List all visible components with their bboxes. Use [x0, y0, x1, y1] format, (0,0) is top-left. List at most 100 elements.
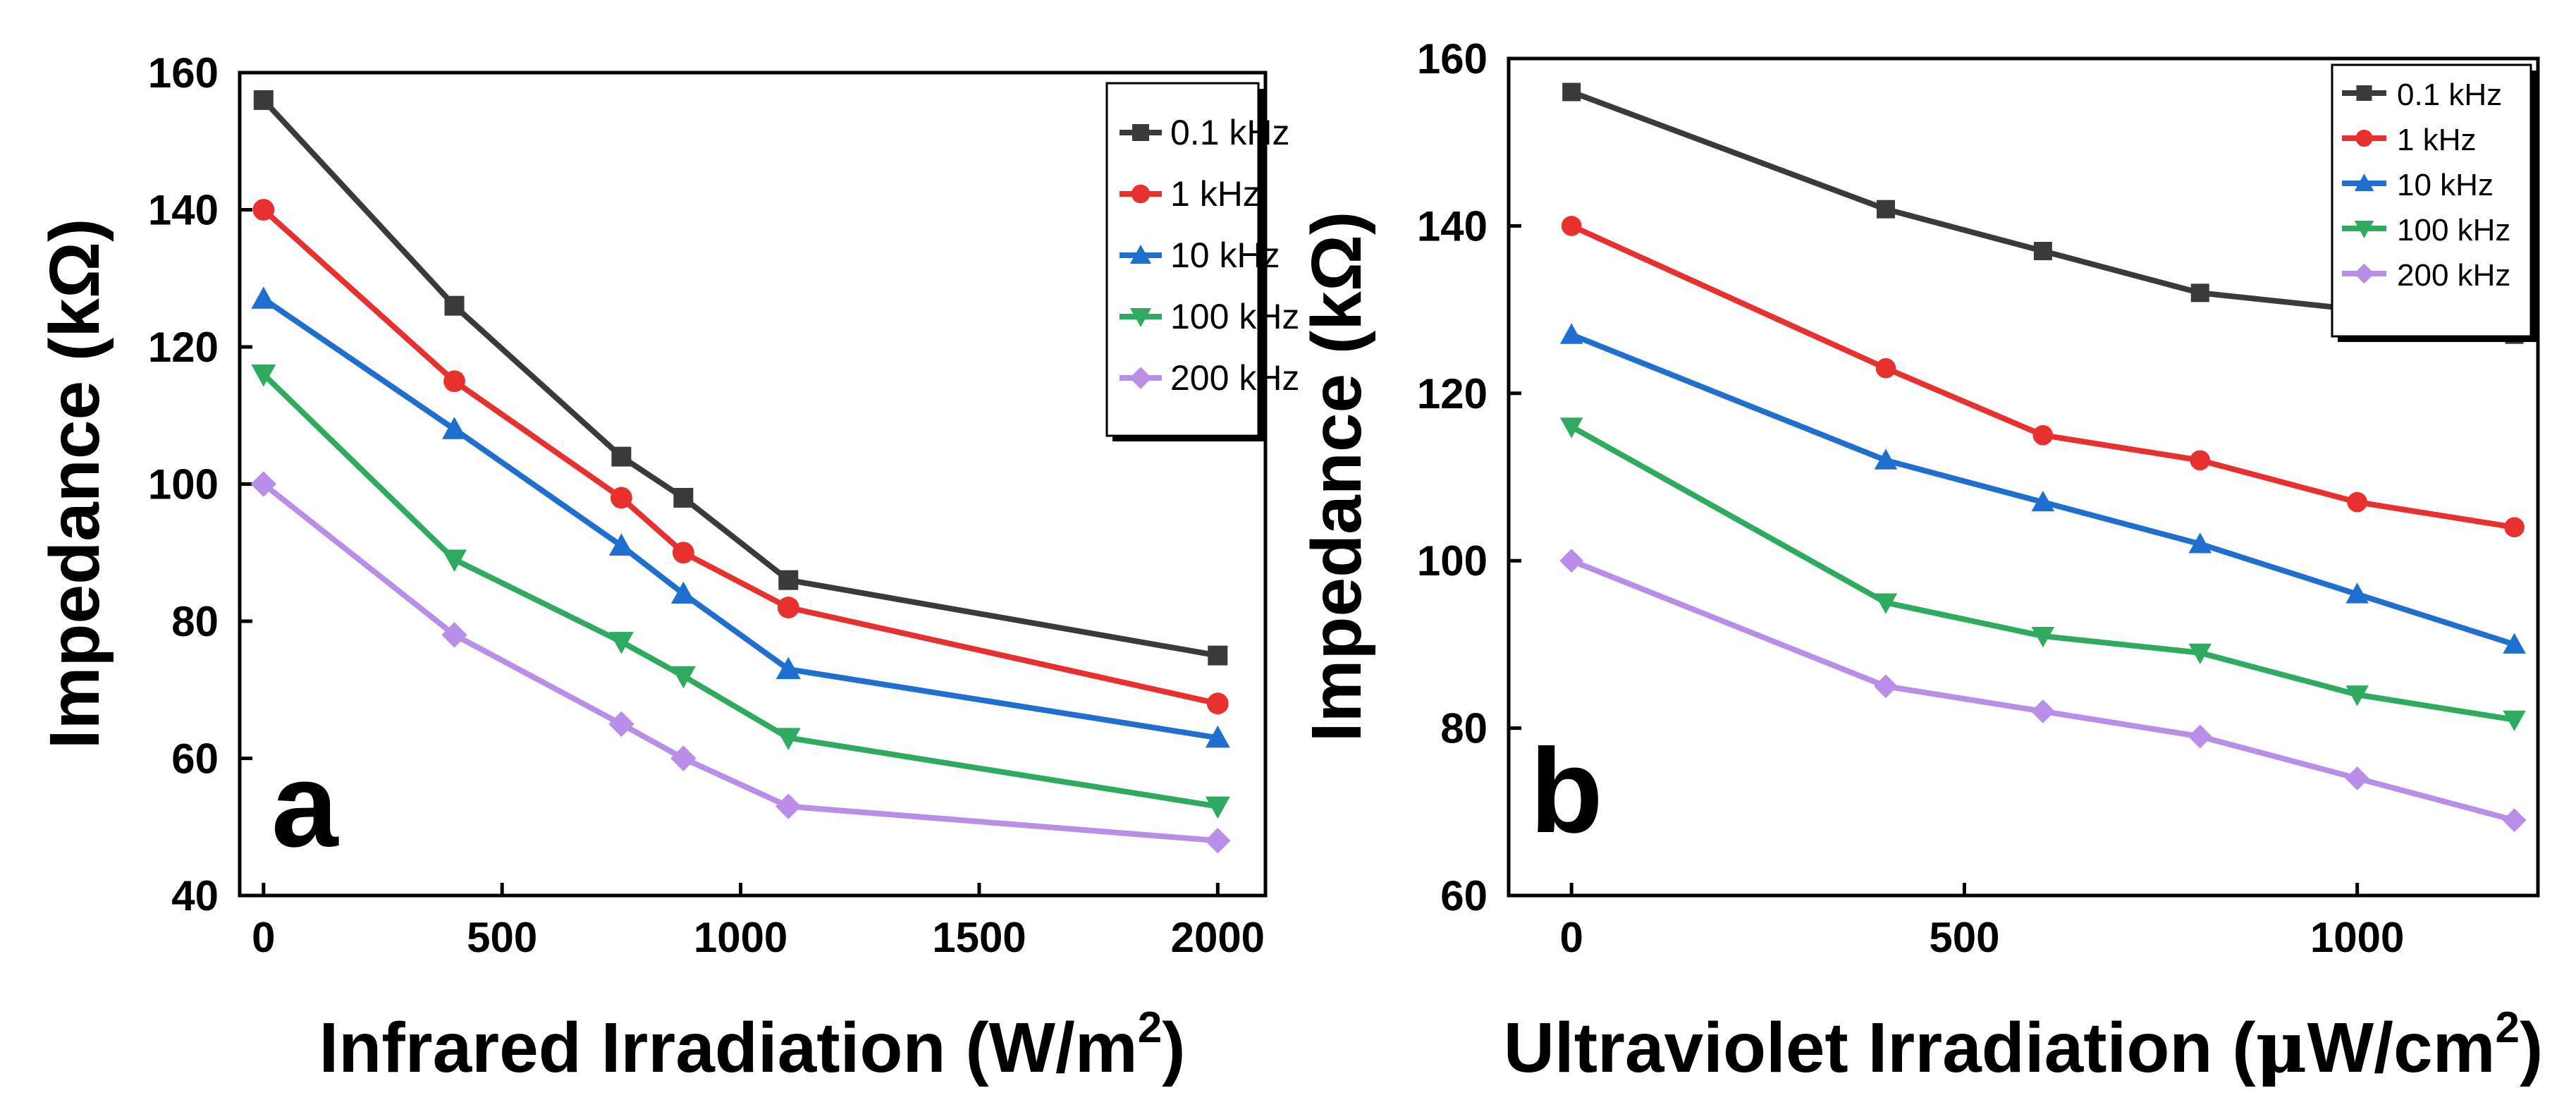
panel-a-data-point-0-1-khz — [778, 570, 799, 590]
panel-a-x-tick-label: 1500 — [932, 914, 1026, 961]
panel-a-data-point-100-khz — [442, 549, 467, 572]
panel-b-axes-frame — [1507, 56, 2540, 898]
panel-a-series-line-200-khz — [262, 482, 1218, 844]
panel-a-data-point-0-1-khz — [1208, 645, 1228, 666]
panel-b-x-tick-label: 1000 — [2310, 914, 2404, 961]
panel-a-y-tick-label: 80 — [171, 598, 219, 645]
panel-b-x-tick-label: 0 — [1559, 914, 1583, 961]
panel-b-data-point-1-khz — [2190, 450, 2211, 471]
panel-a-y-tick-label: 60 — [171, 735, 219, 783]
panel-a-data-point-1-khz — [443, 370, 465, 393]
panel-a-axes-frame — [238, 71, 1268, 898]
panel-b-x-axis-title-sup: 2 — [2495, 1003, 2519, 1052]
panel-b-data-point-1-khz — [1875, 358, 1896, 379]
panel-b-x-axis-title-mid: W/cm — [2307, 1008, 2496, 1087]
panel-a-legend-marker-200-khz — [1129, 367, 1152, 389]
panel-a-x-axis-title-sup: 2 — [1138, 1003, 1162, 1052]
panel-a-data-point-200-khz — [250, 471, 277, 497]
panel-b-legend-marker-1-khz — [2355, 129, 2373, 147]
panel-b-legend-label-0-1-khz: 0.1 kHz — [2397, 78, 2502, 112]
panel-b-legend-marker-10-khz — [2354, 173, 2374, 191]
panel-b-data-point-1-khz — [2347, 491, 2367, 513]
panel-b-data-point-100-khz — [2345, 685, 2369, 707]
panel-b-data-point-1-khz — [1561, 216, 1582, 236]
panel-b-data-point-200-khz — [2188, 724, 2212, 749]
panel-a-data-point-100-khz — [608, 632, 634, 654]
panel-b-y-tick-label: 80 — [1440, 705, 1488, 752]
panel-a-x-tick-label: 1000 — [694, 914, 787, 961]
panel-a-data-point-1-khz — [252, 199, 275, 221]
panel-a-legend-label-0-1-khz: 0.1 kHz — [1170, 113, 1290, 152]
panel-b-data-point-10-khz — [2188, 532, 2212, 554]
panel-a-data-point-200-khz — [441, 622, 467, 648]
panel-a-data-point-100-khz — [1205, 796, 1230, 819]
panel-a-y-tick-label: 160 — [148, 49, 219, 97]
panel-a-data-point-200-khz — [1205, 828, 1231, 854]
panel-a-y-tick-label: 120 — [148, 324, 219, 371]
panel-a-series-line-10-khz — [262, 296, 1218, 741]
panel-b-legend-marker-200-khz — [2354, 263, 2374, 284]
panel-b-data-point-100-khz — [2503, 710, 2526, 731]
panel-b-legend-label-200-khz: 200 kHz — [2397, 258, 2510, 293]
panel-b-x-axis-title: Ultraviolet Irradiation (μW/cm2) — [1504, 1003, 2544, 1089]
panel-b-data-point-1-khz — [2504, 517, 2525, 538]
panel-b-data-point-200-khz — [2502, 808, 2527, 833]
panel-a-ticks: 0 500 1000 1500 2000 40 60 80 100 120 140 160 — [148, 49, 1265, 961]
panel-a-legend-label-10-khz: 10 kHz — [1170, 236, 1280, 275]
panel-a-legend-label-100-khz: 100 kHz — [1170, 297, 1299, 336]
panel-b-series-line-10-khz — [1570, 331, 2515, 647]
panel-b-data-point-10-khz — [2031, 490, 2055, 512]
panel-a-data-point-10-khz — [1205, 725, 1230, 748]
panel-b-x-tick-label: 500 — [1929, 914, 1999, 961]
panel-b-y-tick-label: 140 — [1417, 202, 1488, 250]
panel-a-chart: 0 500 1000 1500 2000 40 60 80 100 120 140 160 0.1 k… — [35, 49, 1299, 1087]
panel-b-legend: 0.1 kHz 1 kHz 10 kHz 100 kHz 200 kHz — [2331, 63, 2537, 342]
panel-b-data-point-200-khz — [1874, 674, 1898, 699]
panel-b-legend-marker-0-1-khz — [2356, 85, 2372, 101]
panel-b-data-point-10-khz — [1559, 323, 1583, 344]
panel-a-series-line-1-khz — [262, 207, 1219, 707]
panel-b-x-axis-title-end: ) — [2520, 1008, 2543, 1087]
panel-a-data-point-100-khz — [775, 728, 801, 750]
panel-b-data-point-100-khz — [2188, 643, 2212, 665]
panel-a-data-point-200-khz — [775, 793, 802, 819]
panel-a-x-tick-label: 500 — [467, 914, 537, 961]
panel-b-legend-label-100-khz: 100 kHz — [2397, 213, 2510, 248]
panel-b-data-point-0-1-khz — [2033, 242, 2052, 261]
panel-a-data-point-200-khz — [670, 745, 697, 771]
panel-a-legend-marker-1-khz — [1131, 184, 1151, 204]
panel-a-data-point-0-1-khz — [253, 90, 274, 110]
panel-b-data-point-10-khz — [1874, 448, 1898, 470]
panel-b-data-point-10-khz — [2503, 632, 2526, 654]
panel-a-legend: 0.1 kHz 1 kHz 10 kHz 100 kHz 200 kHz — [1105, 82, 1299, 441]
panel-b-series-line-100-khz — [1570, 424, 2515, 723]
panel-a-data-point-0-1-khz — [673, 487, 694, 508]
panel-a-data-point-100-khz — [251, 364, 276, 387]
panel-b-legend-box — [2331, 63, 2532, 338]
panel-a-data-point-10-khz — [775, 656, 801, 680]
panel-a-x-axis-title-end: ) — [1162, 1008, 1185, 1087]
panel-b-y-tick-label: 100 — [1417, 537, 1488, 585]
panel-a-data-point-1-khz — [777, 597, 799, 618]
panel-b-data-point-0-1-khz — [1876, 200, 1895, 219]
panel-b-data-point-200-khz — [2030, 699, 2055, 723]
panel-a-legend-marker-10-khz — [1130, 245, 1151, 264]
panel-b-x-axis-title-main: Ultraviolet Irradiation ( — [1504, 1008, 2257, 1087]
panel-a-data-point-0-1-khz — [444, 295, 465, 316]
panel-b-y-tick-label: 60 — [1440, 872, 1488, 919]
panel-a-data-point-10-khz — [251, 286, 276, 309]
panel-b-y-tick-label: 160 — [1417, 35, 1488, 82]
panel-b-data-point-10-khz — [2345, 582, 2369, 604]
panel-a-y-axis-title: Impedance (kΩ) — [35, 219, 114, 750]
panel-a-data-point-1-khz — [1206, 692, 1229, 715]
panel-a-y-tick-label: 40 — [171, 872, 219, 919]
panel-a-series — [250, 90, 1231, 854]
panel-a-x-axis-title-main: Infrared Irradiation (W/m — [319, 1008, 1137, 1087]
panel-b-x-axis-title-mu: μ — [2256, 1006, 2307, 1089]
panel-a-data-point-200-khz — [608, 711, 634, 738]
panel-b-legend-label-1-khz: 1 kHz — [2397, 123, 2476, 157]
panel-a-legend-marker-0-1-khz — [1132, 124, 1149, 141]
panel-a-legend-label-1-khz: 1 kHz — [1170, 174, 1261, 214]
panel-a-x-tick-label: 2000 — [1171, 914, 1265, 961]
